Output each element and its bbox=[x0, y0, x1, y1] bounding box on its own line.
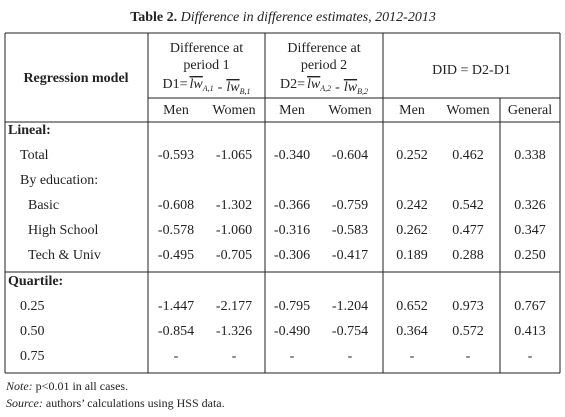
formula: D1= lwA,1- lwB,1 bbox=[163, 77, 251, 96]
cell: 0.542 bbox=[452, 198, 484, 213]
formula: D2= lwA,2- lwB,2 bbox=[280, 77, 368, 96]
column-header: Men bbox=[279, 103, 305, 118]
cell: - bbox=[466, 349, 471, 364]
table-title: Table 2. Difference in difference estima… bbox=[130, 10, 436, 25]
cell: 0.973 bbox=[452, 299, 484, 314]
cell: 0.242 bbox=[396, 198, 428, 213]
column-header: Women bbox=[212, 103, 255, 118]
cell: 0.250 bbox=[514, 248, 546, 263]
row-label: 0.75 bbox=[20, 349, 45, 364]
cell: 0.288 bbox=[452, 248, 484, 263]
note-label: Source: bbox=[6, 396, 43, 410]
group-header: period 2 bbox=[301, 58, 347, 73]
cell: -1.065 bbox=[216, 148, 252, 163]
cell: 0.189 bbox=[396, 248, 428, 263]
row-label: 0.50 bbox=[20, 324, 45, 339]
cell: -0.490 bbox=[274, 324, 310, 339]
cell: -1.302 bbox=[216, 198, 252, 213]
cell: -1.447 bbox=[158, 299, 194, 314]
formula-sub: A,1 bbox=[202, 84, 214, 93]
cell: 0.462 bbox=[452, 148, 484, 163]
cell: -0.366 bbox=[274, 198, 310, 213]
cell: -1.060 bbox=[216, 223, 252, 238]
cell: -2.177 bbox=[216, 299, 252, 314]
formula-base: lw bbox=[307, 77, 321, 92]
cell: -0.795 bbox=[274, 299, 310, 314]
cell: -0.316 bbox=[274, 223, 310, 238]
cell: 0.364 bbox=[396, 324, 428, 339]
row-label: Basic bbox=[28, 198, 59, 213]
cell: -0.495 bbox=[158, 248, 194, 263]
row-label: By education: bbox=[20, 173, 98, 188]
cell: -0.417 bbox=[332, 248, 368, 263]
column-header: Women bbox=[328, 103, 371, 118]
note: Source: authors’ calculations using HSS d… bbox=[6, 396, 225, 410]
cell: - bbox=[290, 349, 295, 364]
formula-op: - bbox=[218, 80, 223, 95]
section-label: Lineal: bbox=[8, 123, 51, 138]
cell: - bbox=[232, 349, 237, 364]
cell: -0.306 bbox=[274, 248, 310, 263]
cell: -0.705 bbox=[216, 248, 252, 263]
cell: -0.754 bbox=[332, 324, 368, 339]
column-header: General bbox=[508, 103, 552, 118]
cell: 0.413 bbox=[514, 324, 546, 339]
group-header: period 1 bbox=[183, 58, 229, 73]
formula-sub: B,1 bbox=[240, 87, 251, 96]
cell: -1.326 bbox=[216, 324, 252, 339]
cell: - bbox=[410, 349, 415, 364]
note: Note: p<0.01 in all cases. bbox=[5, 379, 128, 393]
cell: -0.854 bbox=[158, 324, 194, 339]
formula-base: lw bbox=[344, 80, 358, 95]
group-header: Difference at bbox=[170, 41, 243, 56]
cell: -0.578 bbox=[158, 223, 194, 238]
note-label: Note: bbox=[5, 379, 33, 393]
cell: - bbox=[528, 349, 533, 364]
cell: 0.347 bbox=[514, 223, 546, 238]
note-text: p<0.01 in all cases. bbox=[36, 379, 128, 393]
column-header: Men bbox=[163, 103, 189, 118]
cell: -1.204 bbox=[332, 299, 368, 314]
group-header: Difference at bbox=[287, 41, 360, 56]
title-text: Difference in difference estimates, 2012… bbox=[180, 10, 436, 25]
row-label: 0.25 bbox=[20, 299, 45, 314]
formula-sub: A,2 bbox=[319, 84, 331, 93]
cell: 0.767 bbox=[514, 299, 546, 314]
cell: 0.252 bbox=[396, 148, 428, 163]
title-label: Table 2. bbox=[130, 10, 177, 25]
row-label: Tech & Univ bbox=[28, 248, 101, 263]
cell: -0.340 bbox=[274, 148, 310, 163]
cell: - bbox=[348, 349, 353, 364]
formula-lhs: D2= bbox=[280, 77, 305, 92]
row-label: Total bbox=[20, 148, 49, 163]
column-header: Men bbox=[399, 103, 425, 118]
formula-base: lw bbox=[190, 77, 204, 92]
group-header: DID = D2-D1 bbox=[432, 63, 511, 78]
cell: -0.593 bbox=[158, 148, 194, 163]
cell: 0.326 bbox=[514, 198, 546, 213]
formula-base: lw bbox=[226, 80, 240, 95]
note-text: authors’ calculations using HSS data. bbox=[46, 396, 225, 410]
formula-op: - bbox=[335, 80, 340, 95]
cell: -0.583 bbox=[332, 223, 368, 238]
cell: -0.604 bbox=[332, 148, 368, 163]
formula-lhs: D1= bbox=[163, 77, 188, 92]
cell: 0.338 bbox=[514, 148, 546, 163]
column-header: Women bbox=[446, 103, 489, 118]
cell: - bbox=[174, 349, 179, 364]
stub-header: Regression model bbox=[23, 71, 128, 86]
cell: 0.652 bbox=[396, 299, 428, 314]
cell: 0.262 bbox=[396, 223, 428, 238]
row-label: High School bbox=[28, 223, 99, 238]
formula-sub: B,2 bbox=[357, 87, 368, 96]
cell: -0.759 bbox=[332, 198, 368, 213]
cell: -0.608 bbox=[158, 198, 194, 213]
cell: 0.477 bbox=[452, 223, 484, 238]
cell: 0.572 bbox=[452, 324, 484, 339]
section-label: Quartile: bbox=[8, 274, 63, 289]
